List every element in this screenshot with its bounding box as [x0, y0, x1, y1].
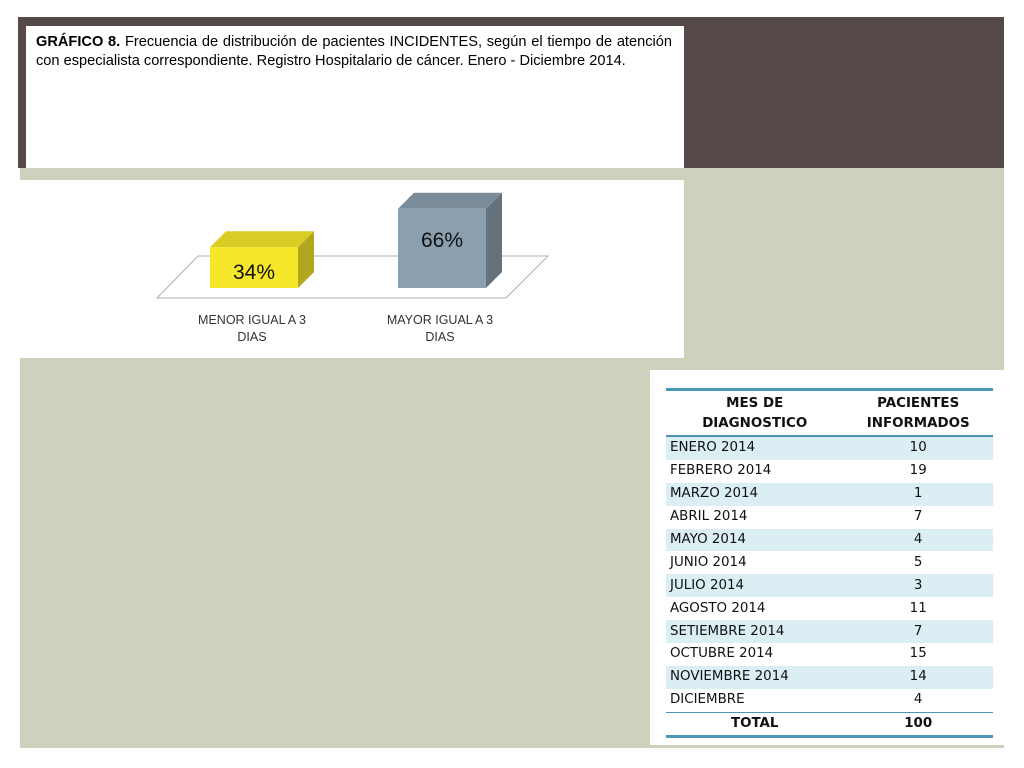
caption-label: GRÁFICO 8.	[36, 34, 121, 50]
month-cell: MARZO 2014	[666, 482, 844, 506]
chart-panel: 34% MENOR IGUAL A 3 DIAS 66% MAYOR IGUAL A 3…	[20, 180, 684, 358]
month-cell: ENERO 2014	[666, 436, 844, 460]
table-total-row: TOTAL 100	[666, 711, 993, 738]
month-cell: NOVIEMBRE 2014	[666, 665, 844, 689]
table-panel: MES DE DIAGNOSTICO PACIENTES INFORMADOS …	[650, 370, 1004, 745]
month-cell: AGOSTO 2014	[670, 600, 766, 616]
table-row: NOVIEMBRE 2014 14	[666, 665, 993, 689]
category-label: DIAS	[237, 330, 266, 344]
table-row: ENERO 2014 10	[666, 436, 993, 460]
patients-cell: 14	[843, 665, 993, 689]
patients-cell: 1	[843, 482, 993, 506]
month-cell: MAYO 2014	[666, 528, 844, 552]
patients-cell: 19	[909, 463, 927, 479]
slide-left-rule	[18, 168, 20, 748]
category-label: MENOR IGUAL A 3	[198, 313, 306, 327]
month-cell: OCTUBRE 2014	[670, 646, 774, 662]
table-row: DICIEMBRE 4	[666, 689, 993, 712]
bar-side-face	[486, 192, 502, 288]
patients-cell: 5	[913, 554, 923, 570]
patients-cell: 15	[909, 646, 927, 662]
bar-side-face	[298, 231, 314, 288]
table-row: MARZO 2014 1	[666, 482, 993, 506]
header-patients-line1: PACIENTES	[877, 396, 960, 411]
total-label: TOTAL	[666, 711, 844, 738]
header-month: MES DE DIAGNOSTICO	[666, 388, 844, 437]
bar-front-face	[398, 208, 486, 288]
patients-cell: 7	[913, 509, 923, 525]
patients-cell: 7	[843, 620, 993, 644]
month-cell: FEBRERO 2014	[670, 463, 772, 479]
patients-cell: 10	[843, 436, 993, 460]
month-cell: DICIEMBRE	[670, 692, 745, 708]
bar-front-face	[210, 247, 298, 288]
patients-cell: 11	[909, 600, 927, 616]
bar-chart: 34% MENOR IGUAL A 3 DIAS 66% MAYOR IGUAL A 3…	[155, 192, 550, 344]
bar-top-face	[210, 231, 314, 248]
table-row: MAYO 2014 4	[666, 528, 993, 552]
table-row: FEBRERO 2014 19	[666, 460, 993, 483]
bar-1	[210, 231, 314, 288]
table-row: AGOSTO 2014 11	[666, 597, 993, 620]
bar-2	[398, 192, 502, 288]
category-label: MAYOR IGUAL A 3	[387, 313, 493, 327]
patients-cell: 4	[843, 528, 993, 552]
header-month-line1: MES DE	[726, 396, 784, 411]
patients-table: MES DE DIAGNOSTICO PACIENTES INFORMADOS …	[666, 388, 993, 738]
table-row: ABRIL 2014 7	[666, 506, 993, 529]
month-cell: ABRIL 2014	[670, 509, 748, 525]
data-label: 34%	[233, 261, 275, 284]
table-row: JUNIO 2014 5	[666, 551, 993, 574]
category-label: DIAS	[425, 330, 454, 344]
header-month-line2: DIAGNOSTICO	[702, 416, 808, 431]
table-header-row: MES DE DIAGNOSTICO PACIENTES INFORMADOS	[666, 388, 993, 437]
table-row: OCTUBRE 2014 15	[666, 643, 993, 666]
chart-caption-panel	[26, 26, 684, 168]
table-row: SETIEMBRE 2014 7	[666, 620, 993, 644]
month-cell: JULIO 2014	[666, 574, 844, 598]
caption-text: Frecuencia de distribución de pacientes …	[36, 34, 672, 69]
chart-caption: GRÁFICO 8. Frecuencia de distribución de…	[36, 33, 672, 71]
patients-cell: 3	[843, 574, 993, 598]
bar-top-face	[398, 192, 502, 209]
total-value: 100	[843, 711, 993, 738]
table-row: JULIO 2014 3	[666, 574, 993, 598]
header-patients: PACIENTES INFORMADOS	[843, 388, 993, 437]
month-cell: JUNIO 2014	[670, 554, 747, 570]
month-cell: SETIEMBRE 2014	[666, 620, 844, 644]
patients-cell: 4	[913, 692, 923, 708]
header-patients-line2: INFORMADOS	[866, 416, 970, 431]
data-label: 66%	[421, 229, 463, 252]
